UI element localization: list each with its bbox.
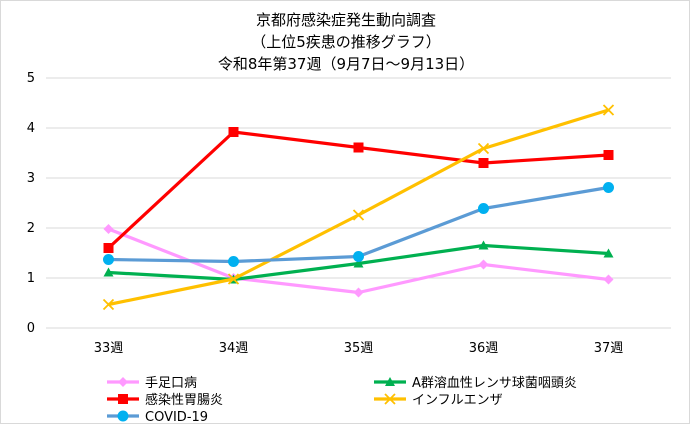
data-point-circle — [353, 251, 364, 262]
legend-label: COVID-19 — [145, 410, 208, 425]
legend-item: A群溶血性レンサ球菌咽頭炎 — [374, 376, 577, 391]
data-point-square — [603, 150, 614, 160]
data-point-circle — [228, 256, 239, 267]
x-tick-label: 35週 — [344, 341, 374, 356]
legend-label: インフルエンザ — [412, 393, 503, 408]
data-point-x — [384, 393, 396, 405]
chart-title-line-1: 京都府感染症発生動向調査 — [256, 11, 436, 29]
y-tick-label: 1 — [27, 271, 35, 286]
data-point-square — [478, 158, 489, 168]
chart-title-line-3: 令和8年第37週（9月7日～9月13日） — [218, 55, 474, 73]
data-point-diamond — [118, 377, 128, 387]
data-point-x — [227, 273, 240, 285]
data-point-circle — [478, 203, 489, 214]
legend-label: 感染性胃腸炎 — [145, 392, 223, 408]
data-point-x — [602, 104, 615, 116]
data-point-circle — [117, 410, 129, 422]
data-point-diamond — [478, 259, 489, 270]
x-tick-label: 34週 — [219, 341, 249, 356]
data-point-triangle — [603, 248, 614, 258]
data-point-square — [103, 243, 114, 253]
data-point-x — [477, 142, 490, 155]
x-tick-label: 33週 — [94, 341, 124, 356]
series-group — [102, 104, 615, 311]
data-point-diamond — [353, 287, 364, 298]
data-point-diamond — [103, 224, 114, 234]
legend-label: A群溶血性レンサ球菌咽頭炎 — [412, 376, 577, 391]
x-tick-label: 36週 — [469, 341, 499, 356]
data-point-square — [118, 394, 128, 404]
y-tick-label: 5 — [27, 71, 35, 86]
data-point-square — [353, 142, 364, 153]
legend-item: 感染性胃腸炎 — [107, 392, 223, 408]
data-point-diamond — [603, 274, 614, 285]
y-tick-label: 4 — [27, 121, 35, 136]
y-axis: 0 1 2 3 4 5 — [27, 71, 35, 336]
x-tick-label: 37週 — [594, 341, 624, 356]
data-point-x — [352, 209, 365, 221]
data-point-triangle — [353, 258, 364, 268]
x-axis: 33週 34週 35週 36週 37週 — [94, 341, 624, 356]
chart-title: 京都府感染症発生動向調査 （上位5疾患の推移グラフ） 令和8年第37週（9月7日… — [218, 11, 474, 73]
y-tick-label: 2 — [27, 221, 35, 236]
data-point-square — [228, 127, 239, 137]
data-point-triangle — [103, 267, 114, 277]
gridlines — [46, 77, 671, 329]
legend-item: COVID-19 — [107, 410, 208, 425]
data-point-circle — [103, 254, 114, 265]
series — [103, 127, 614, 253]
data-point-triangle — [478, 240, 489, 250]
data-point-circle — [603, 182, 614, 193]
legend-label: 手足口病 — [145, 376, 197, 391]
legend-item: インフルエンザ — [374, 393, 503, 408]
series — [102, 104, 615, 311]
y-tick-label: 0 — [27, 321, 35, 336]
chart-title-line-2: （上位5疾患の推移グラフ） — [251, 33, 441, 51]
data-point-x — [102, 298, 115, 311]
series — [103, 182, 614, 267]
y-tick-label: 3 — [27, 171, 35, 186]
data-point-triangle — [385, 377, 395, 386]
series-line — [108, 185, 609, 264]
legend-item: 手足口病 — [107, 376, 197, 391]
